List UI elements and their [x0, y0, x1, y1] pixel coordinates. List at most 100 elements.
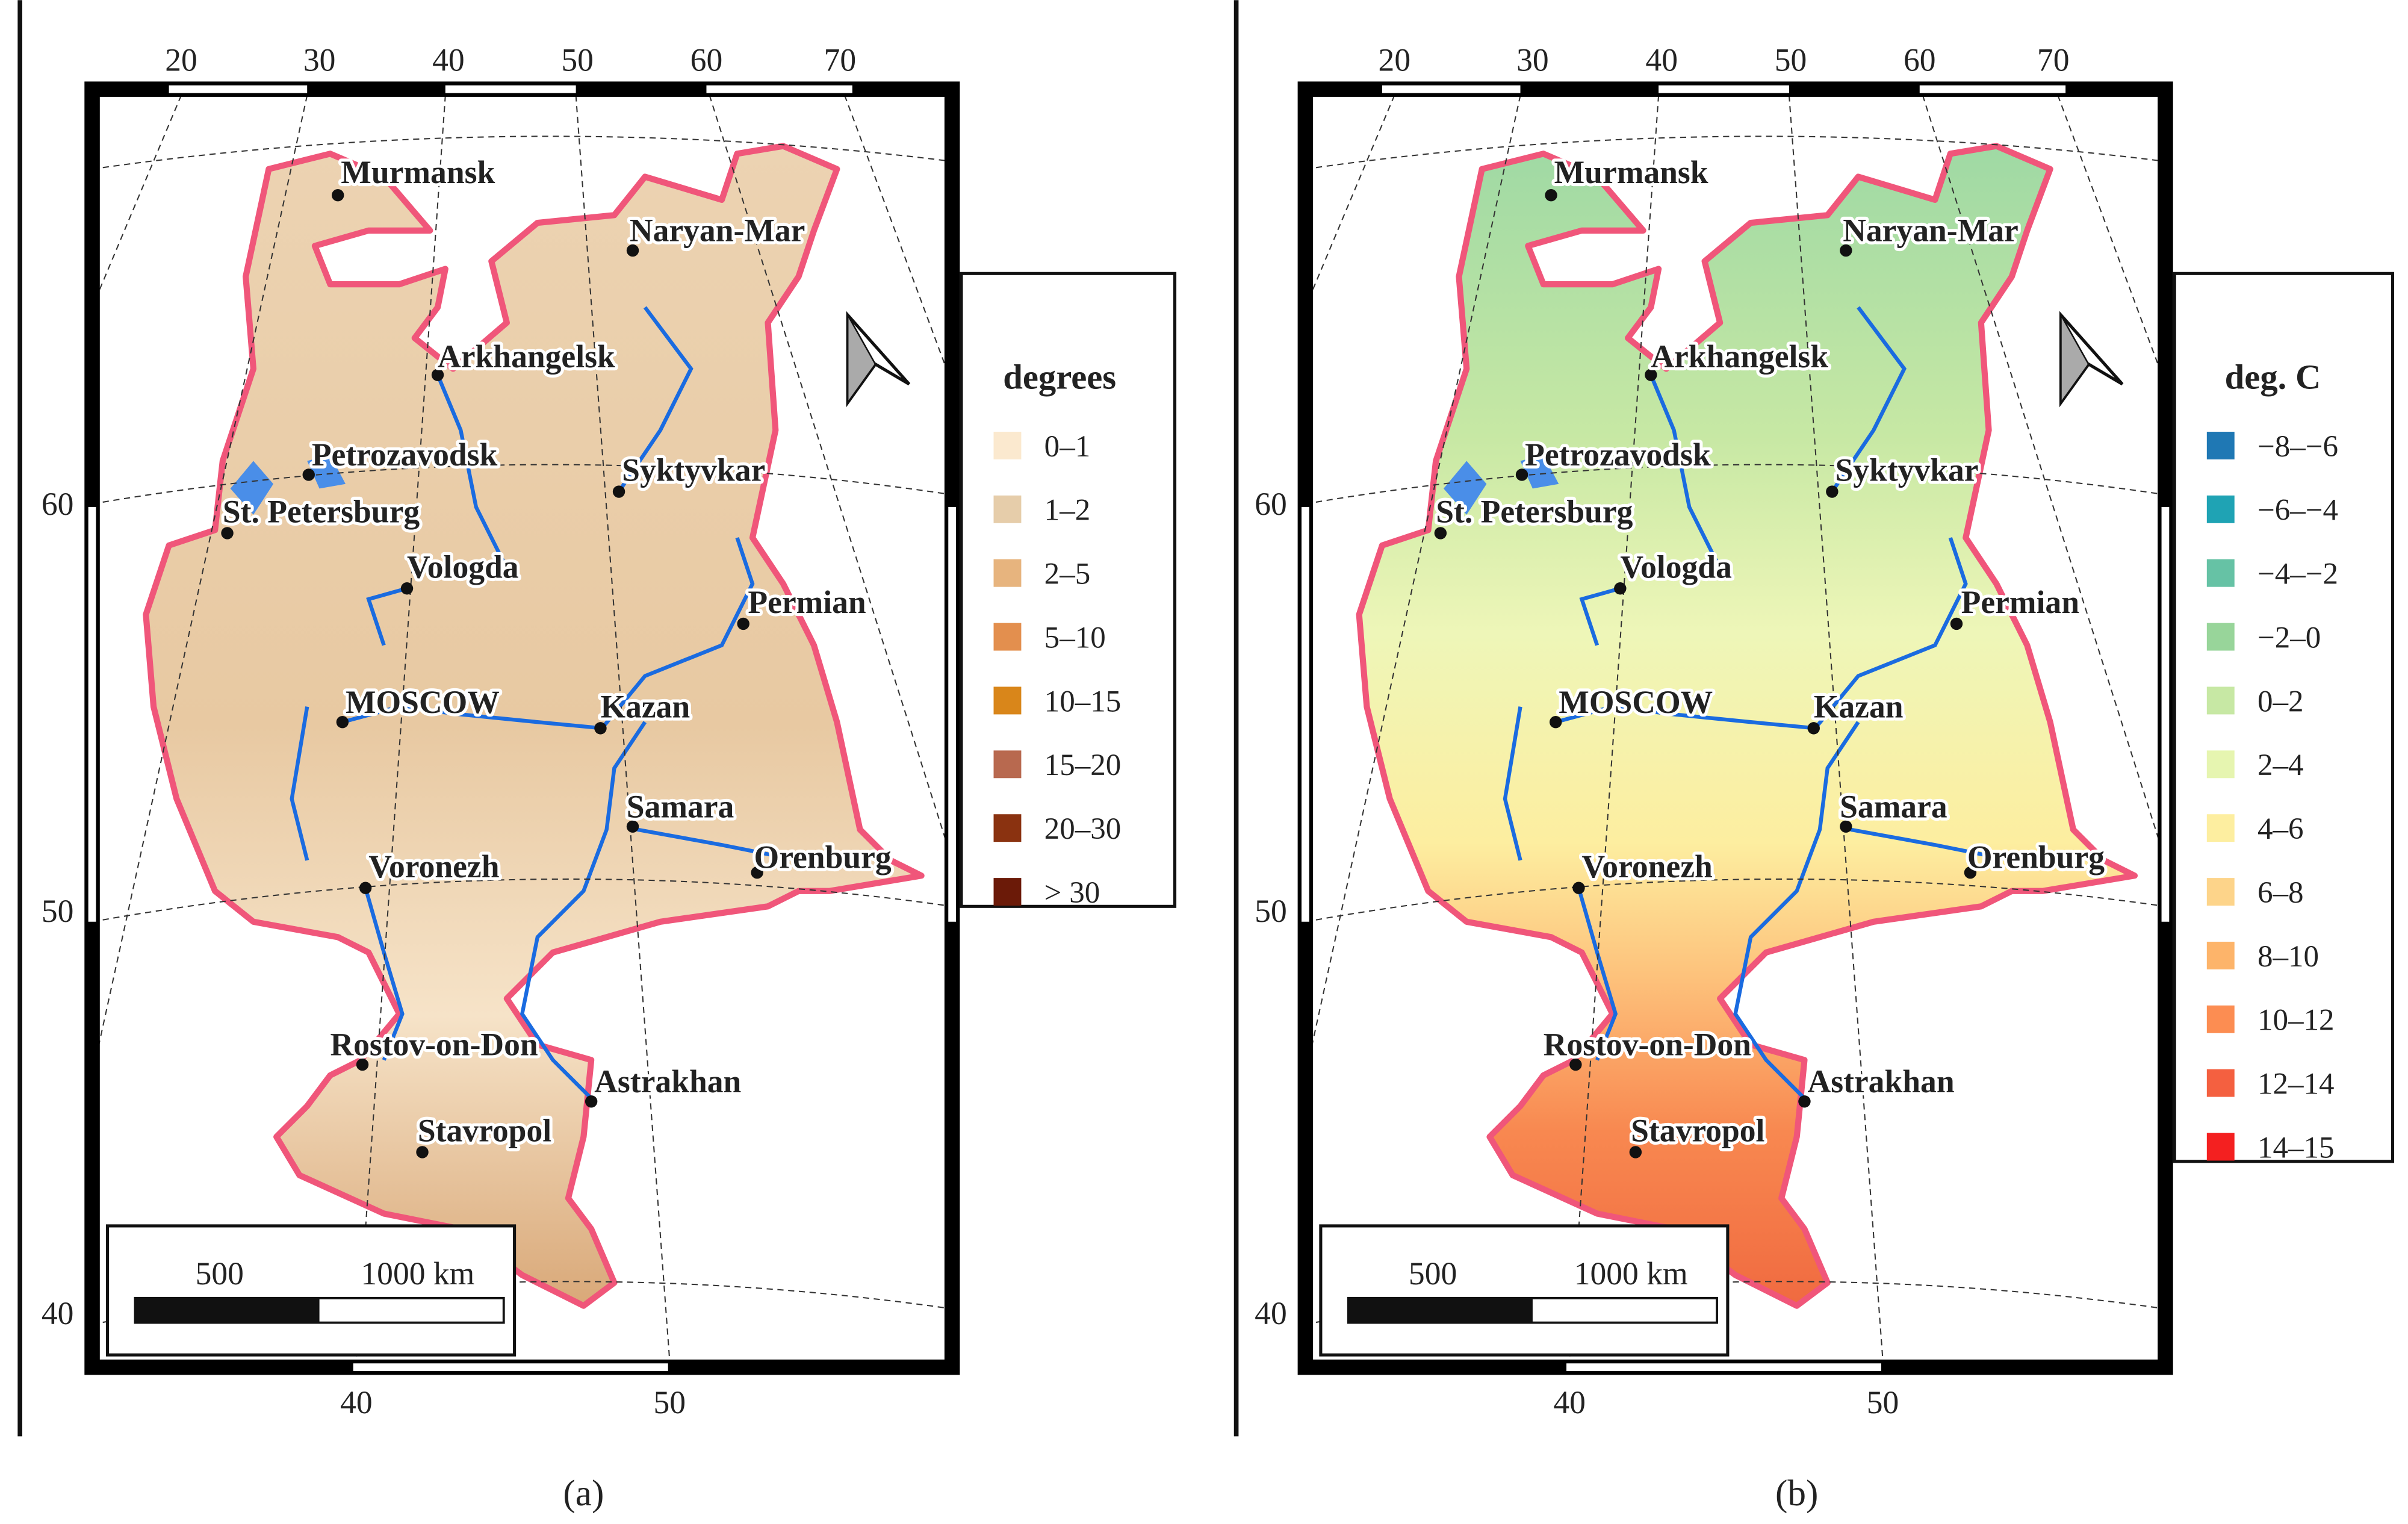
longitude-label: 40 [340, 1384, 373, 1420]
scale-bar [1348, 1298, 1533, 1323]
legend-label: −8–−6 [2258, 430, 2338, 464]
river [290, 706, 309, 861]
lake [1443, 461, 1487, 515]
longitude-label: 40 [1645, 42, 1678, 78]
legend-swatch [2206, 495, 2235, 523]
graticule [1788, 95, 1884, 1360]
legend-label: 10–12 [2258, 1004, 2335, 1037]
map-panel: 20 30 40 50 60 70 60 50 40 40 50 Murmansk Naryan-Mar… [1255, 42, 2395, 1514]
north-arrow [846, 312, 877, 405]
graticule [575, 95, 671, 1360]
river [1649, 374, 1722, 570]
legend-swatch [2206, 878, 2235, 906]
city-label: Astrakhan [594, 1063, 741, 1099]
graticule [1305, 95, 1395, 308]
longitude-label: 20 [165, 42, 197, 78]
legend-label: 15–20 [1044, 748, 1122, 782]
graticule [1305, 878, 2166, 922]
city-label: Rostov-on-Don [1544, 1027, 1751, 1063]
city-label: Vologda [407, 549, 519, 585]
city-label: Murmansk [1554, 154, 1708, 190]
legend-label: 12–14 [2258, 1068, 2335, 1101]
river [1577, 887, 1618, 1061]
city-label: Orenburg [754, 839, 892, 876]
legend-label: 2–5 [1044, 558, 1091, 591]
city-label: Kazan [1814, 689, 1904, 725]
city-label: Arkhangelsk [438, 338, 615, 375]
legend-label: −2–0 [2258, 621, 2321, 655]
legend-swatch [2206, 814, 2235, 842]
scale-box [106, 1224, 517, 1357]
city-label: Petrozavodsk [1525, 437, 1711, 473]
city-dot [1572, 882, 1585, 894]
city-dot [1645, 369, 1657, 381]
legend-swatch [993, 559, 1022, 587]
legend-label: 0–2 [2258, 685, 2304, 718]
region [1356, 143, 2138, 1309]
city-dot [594, 722, 607, 735]
legend-label: −6–−4 [2258, 494, 2338, 527]
longitude-label: 40 [1553, 1384, 1586, 1420]
latitude-label: 40 [1255, 1295, 1287, 1331]
legend-label: > 30 [1044, 876, 1100, 910]
latitude-label: 50 [1255, 893, 1287, 929]
longitude-label: 70 [824, 42, 857, 78]
river [520, 721, 647, 1100]
legend-swatch [993, 814, 1022, 842]
graticule [92, 464, 952, 505]
river [637, 827, 799, 862]
city-dot [1515, 468, 1528, 481]
city-dot [737, 617, 749, 630]
legend-label: 8–10 [2258, 940, 2319, 974]
legend-label: 10–15 [1044, 685, 1122, 718]
legend-swatch [2206, 1005, 2235, 1033]
city-dot [585, 1095, 598, 1108]
legend-swatch [993, 750, 1022, 779]
lake [230, 461, 274, 515]
longitude-label: 40 [432, 42, 465, 78]
river [600, 537, 755, 730]
longitude-label: 20 [1379, 42, 1411, 78]
scale-bar [135, 1298, 320, 1323]
city-label: Samara [627, 788, 734, 824]
legend-label: −4–−2 [2258, 558, 2338, 591]
longitude-label: 70 [2037, 42, 2070, 78]
city-dot [751, 866, 763, 879]
city-label: Voronezh [368, 848, 499, 885]
graticule [92, 135, 952, 170]
city-dot [1549, 715, 1562, 729]
city-dot [336, 715, 349, 729]
longitude-label: 50 [561, 42, 594, 78]
city-dot [359, 882, 372, 894]
city-label: Samara [1840, 788, 1947, 824]
legend-label: 2–4 [2258, 748, 2304, 782]
lake [307, 455, 346, 489]
river [1830, 306, 1907, 493]
legend-swatch [2206, 750, 2235, 779]
city-dot [1840, 820, 1852, 833]
city-label: St. Petersburg [1436, 494, 1633, 530]
scale-box [1319, 1224, 1730, 1357]
legend-box [960, 272, 1177, 908]
city-dot [1798, 1095, 1811, 1108]
city-label: MOSCOW [1559, 684, 1713, 720]
latitude-label: 60 [42, 486, 74, 522]
city-dot [1434, 527, 1447, 540]
caption: (b) [1775, 1473, 1818, 1514]
city-dot [1545, 188, 1557, 202]
city-label: Petrozavodsk [312, 437, 498, 473]
north-arrow [2060, 312, 2090, 405]
city-dot [1840, 244, 1852, 257]
city-label: Vologda [1620, 549, 1732, 585]
river [1503, 706, 1522, 861]
legend-swatch [2206, 623, 2235, 651]
map-panel: 20 30 40 50 60 70 60 50 40 40 50 Murmansk Naryan-Mar… [42, 42, 1177, 1514]
city-dot [626, 820, 639, 833]
longitude-label: 60 [690, 42, 723, 78]
legend-swatch [993, 432, 1022, 459]
region [143, 143, 925, 1309]
legend-swatch [2206, 432, 2235, 459]
scale-label: 500 [196, 1255, 244, 1292]
legend-swatch [2206, 559, 2235, 587]
